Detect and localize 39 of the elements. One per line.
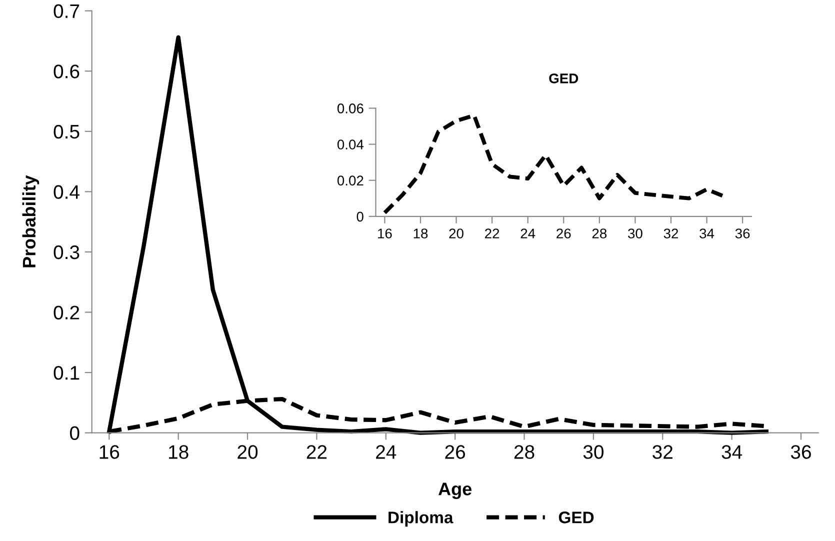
y-tick-label: 0.3 <box>54 245 80 260</box>
y-tick-label: 0.4 <box>54 185 80 199</box>
x-tick-label: 22 <box>306 445 327 459</box>
x-tick-label: 20 <box>238 445 258 459</box>
x-tick-label: 32 <box>652 445 672 459</box>
y-tick-label: 0.5 <box>54 124 80 139</box>
y-tick-label: 0.2 <box>54 306 80 320</box>
x-tick-label: 30 <box>583 445 604 459</box>
x-tick-label: 20 <box>449 228 464 238</box>
y-tick-label: 0.6 <box>54 64 80 78</box>
x-tick-label: 18 <box>414 228 428 238</box>
legend-label: Diploma <box>388 511 454 527</box>
x-tick-label: 16 <box>378 228 392 238</box>
y-tick-label: 0 <box>356 212 364 222</box>
x-tick-label: 34 <box>700 228 714 238</box>
y-tick-label: 0.7 <box>54 4 80 18</box>
y-axis-title: Probability <box>22 175 40 268</box>
x-tick-label: 30 <box>628 228 642 238</box>
x-tick-label: 18 <box>169 445 188 459</box>
x-tick-label: 32 <box>664 228 678 238</box>
x-tick-label: 34 <box>722 445 742 459</box>
y-tick-label: 0.1 <box>54 366 80 380</box>
x-tick-label: 28 <box>514 445 534 459</box>
chart-title: GED <box>549 74 578 84</box>
x-tick-label: 26 <box>556 228 571 238</box>
y-tick-label: 0 <box>70 426 80 440</box>
x-tick-label: 28 <box>592 228 607 238</box>
x-tick-label: 22 <box>485 228 500 238</box>
x-tick-label: 24 <box>520 228 536 238</box>
x-tick-label: 36 <box>735 228 750 238</box>
legend-label: GED <box>558 512 594 524</box>
y-tick-label: 0.02 <box>337 176 364 186</box>
x-tick-label: 26 <box>445 445 466 459</box>
x-tick-label: 36 <box>790 445 811 459</box>
x-tick-label: 24 <box>376 445 396 459</box>
y-tick-label: 0.06 <box>337 104 364 114</box>
y-tick-label: 0.04 <box>337 140 364 150</box>
x-axis-title: Age <box>438 482 472 500</box>
x-tick-label: 16 <box>100 445 120 459</box>
